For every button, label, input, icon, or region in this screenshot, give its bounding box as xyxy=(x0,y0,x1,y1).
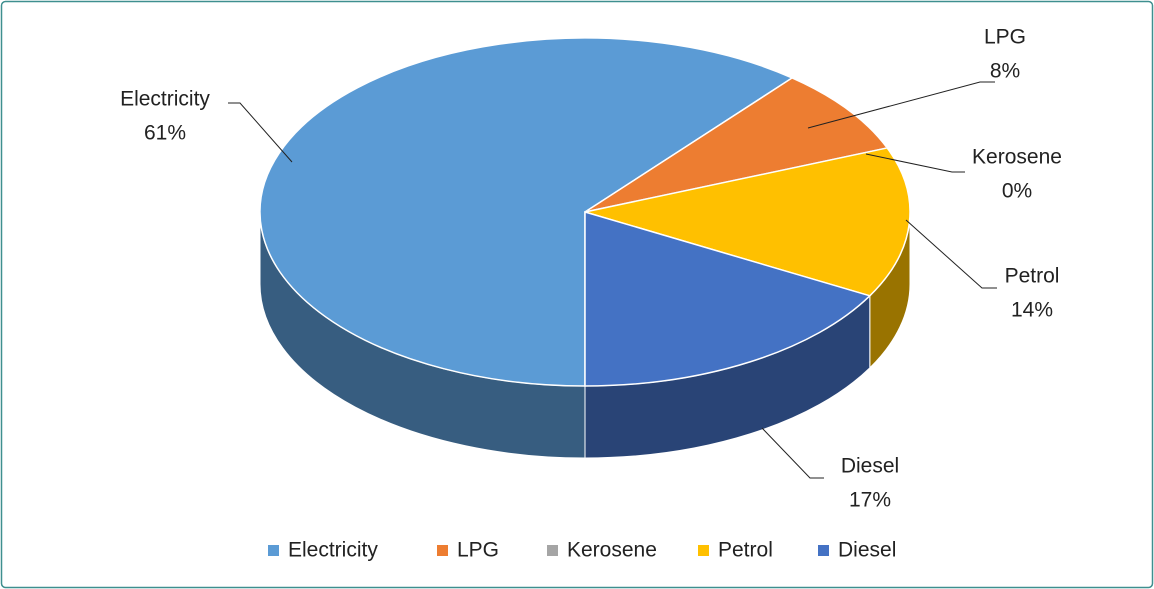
pie-slice xyxy=(584,77,889,213)
legend-label: Petrol xyxy=(718,539,773,562)
legend-swatch xyxy=(268,545,279,556)
data-label-value: 14% xyxy=(1011,299,1053,322)
data-label-name: Petrol xyxy=(1005,265,1060,288)
data-label-name: Electricity xyxy=(120,88,210,111)
data-label-name: LPG xyxy=(984,26,1026,49)
leader-line xyxy=(865,153,965,173)
data-label-value: 61% xyxy=(144,122,186,145)
leader-line xyxy=(807,81,995,129)
legend-label: LPG xyxy=(457,539,499,562)
legend-label: Diesel xyxy=(838,539,896,562)
leader-line xyxy=(905,219,997,289)
legend-swatch xyxy=(698,545,709,556)
legend-label: Electricity xyxy=(288,539,378,562)
legend-swatch xyxy=(547,545,558,556)
pie-slice xyxy=(259,37,794,387)
pie-slice xyxy=(584,210,872,387)
data-label-name: Diesel xyxy=(841,455,899,478)
legend-label: Kerosene xyxy=(567,539,657,562)
leader-line xyxy=(228,102,293,163)
data-label-value: 0% xyxy=(1002,180,1032,203)
data-label-name: Kerosene xyxy=(972,146,1062,169)
data-label-value: 8% xyxy=(990,60,1020,83)
data-label-value: 17% xyxy=(849,489,891,512)
legend-swatch xyxy=(818,545,829,556)
leader-line xyxy=(761,427,824,479)
legend-swatch xyxy=(437,545,448,556)
